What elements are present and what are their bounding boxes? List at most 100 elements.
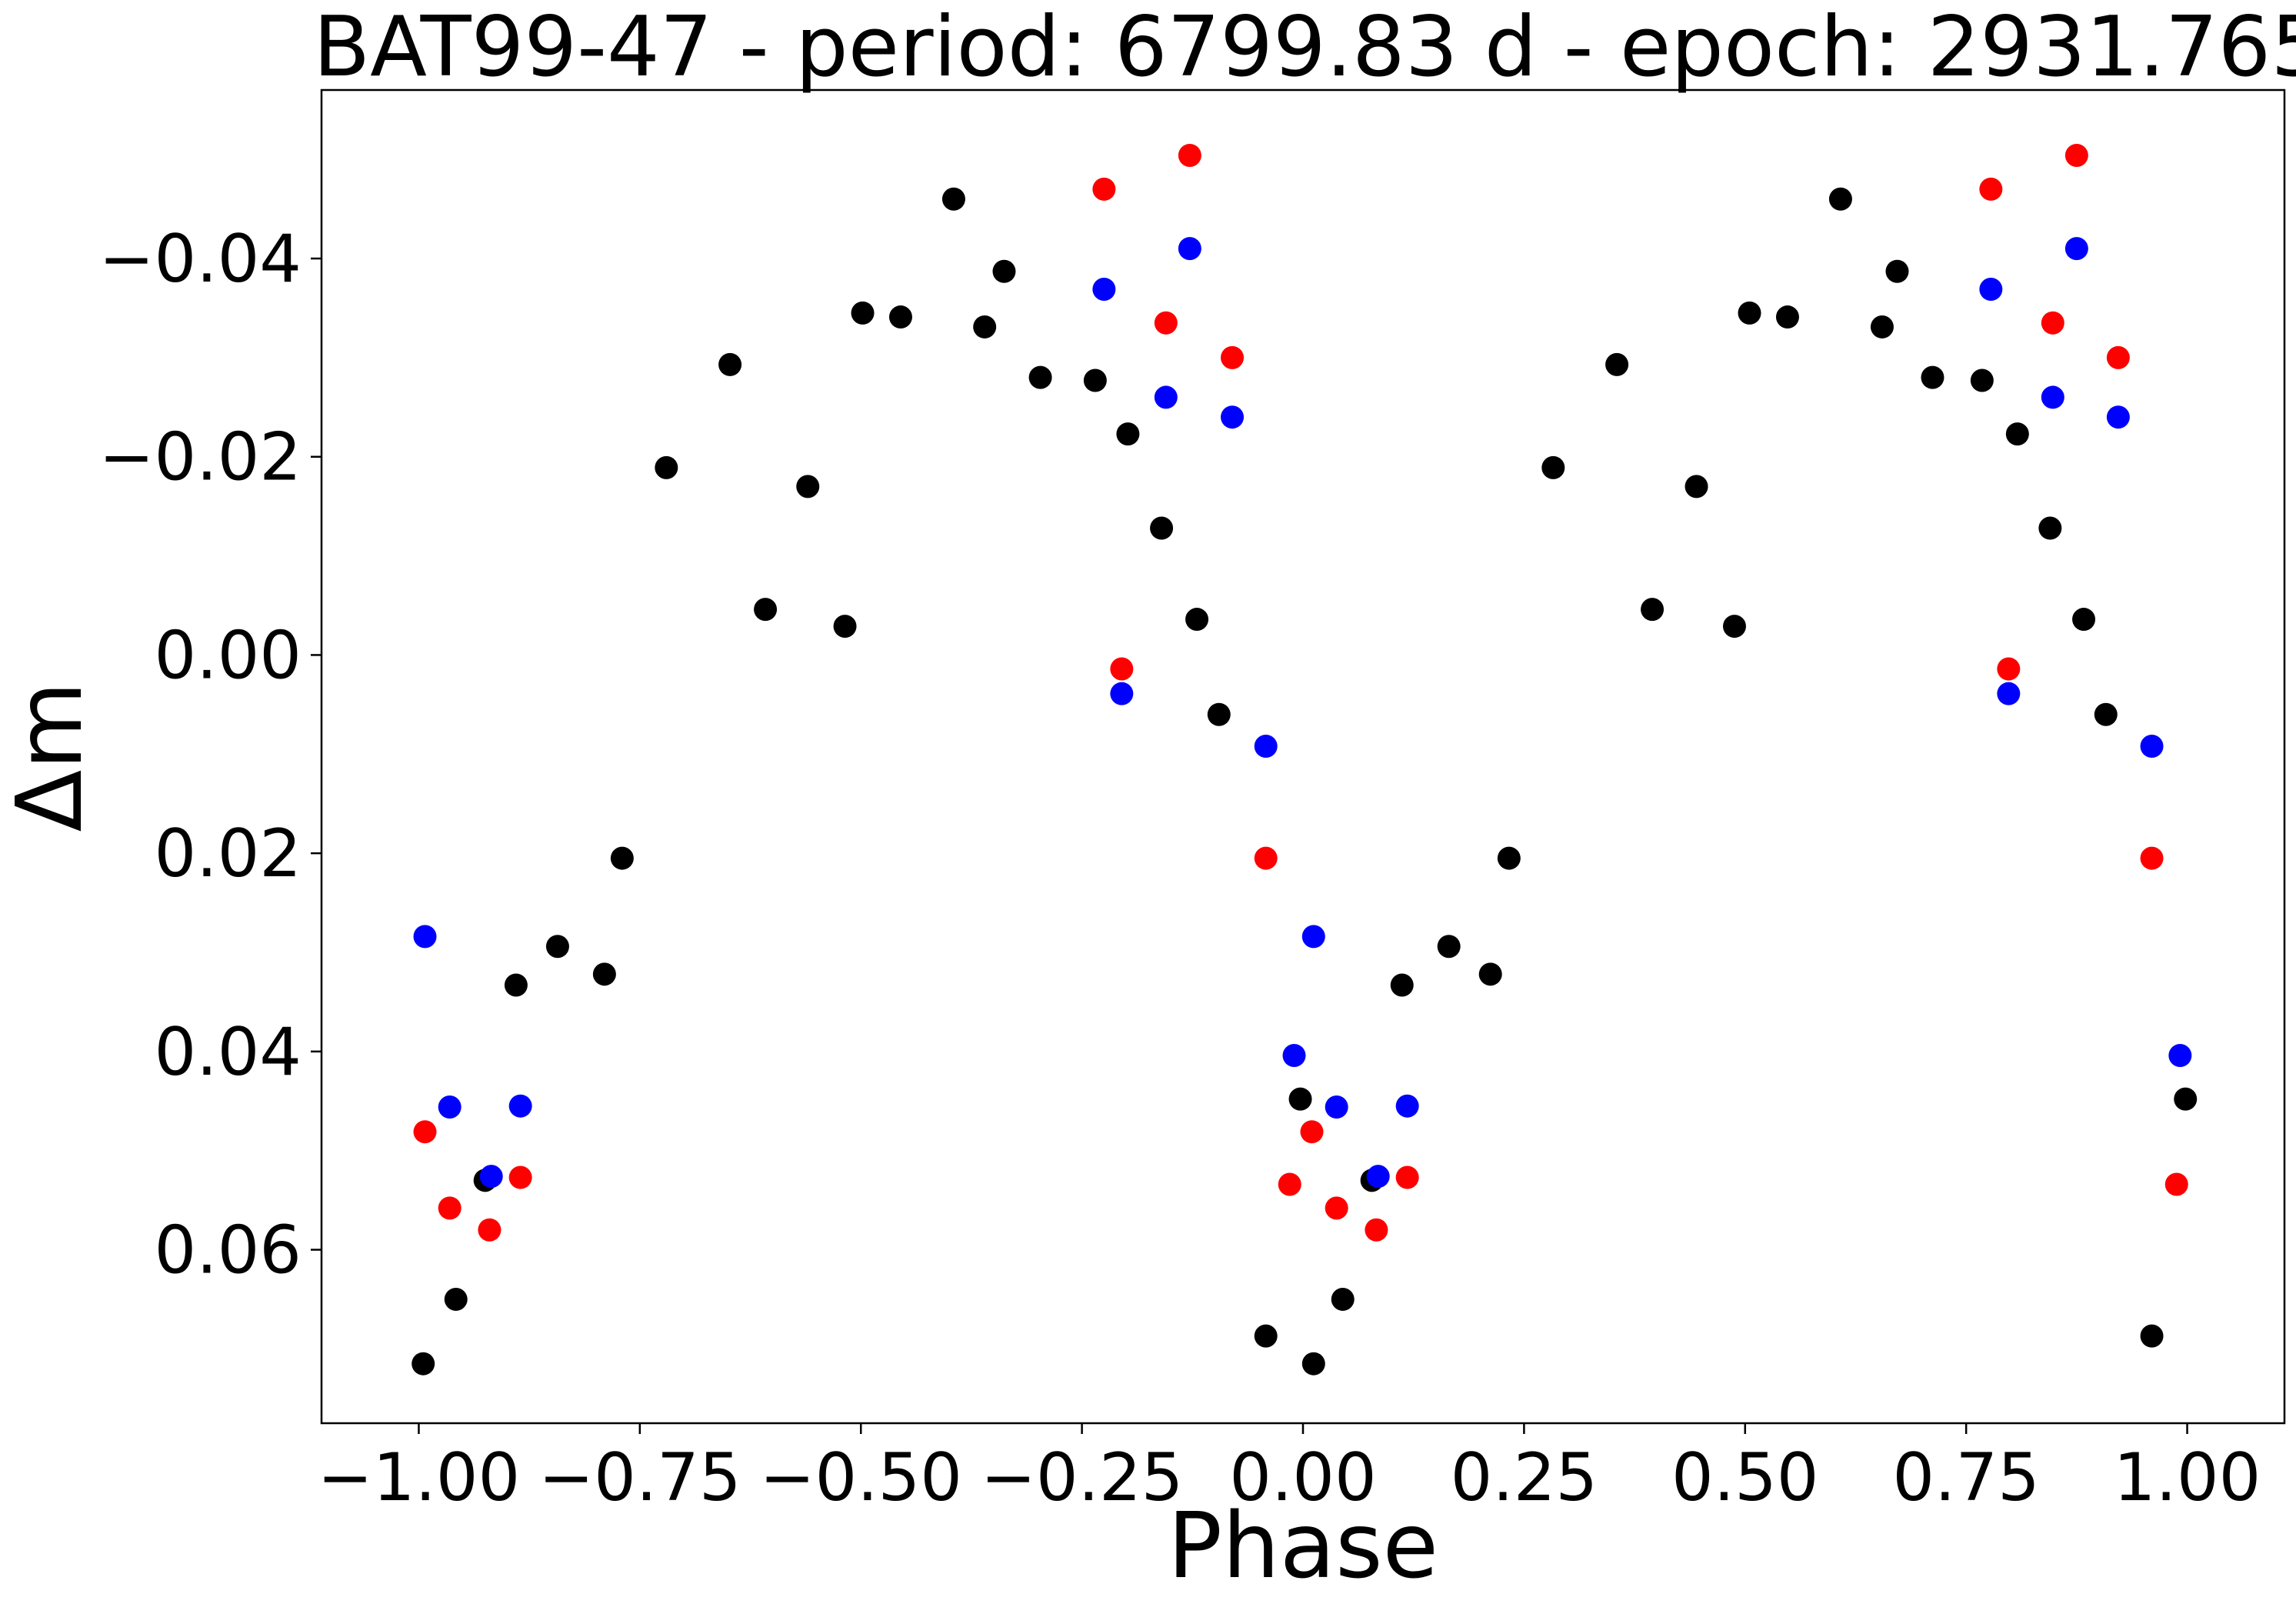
data-point <box>2140 734 2164 758</box>
data-point <box>1478 962 1502 986</box>
data-point <box>2094 702 2118 726</box>
data-point <box>754 598 778 622</box>
x-axis: −1.00 −0.75 −0.50 −0.25 0.00 0.25 0.50 0.75 1.00 <box>318 1423 2261 1516</box>
data-point <box>1092 177 1116 201</box>
data-point <box>1178 237 1201 261</box>
y-tick-label: 0.04 <box>155 1014 302 1091</box>
data-point <box>610 846 634 870</box>
data-point <box>1722 615 1746 639</box>
data-point <box>1541 455 1565 479</box>
data-point <box>2106 405 2130 429</box>
data-point <box>1685 475 1708 499</box>
data-point <box>2164 1172 2188 1196</box>
data-point <box>2174 1087 2198 1111</box>
data-point <box>888 305 912 329</box>
data-point <box>1437 935 1461 959</box>
y-tick-label: −0.02 <box>98 419 302 496</box>
data-point <box>1254 846 1278 870</box>
data-point <box>851 301 875 325</box>
data-points <box>412 144 2198 1376</box>
data-point <box>545 935 569 959</box>
y-tick-label: 0.02 <box>155 815 302 892</box>
data-point <box>1278 1172 1301 1196</box>
data-point <box>1366 1165 1390 1189</box>
data-point <box>1116 422 1140 446</box>
x-tick-label: 0.25 <box>1451 1439 1598 1516</box>
data-point <box>796 475 820 499</box>
x-tick-label: −1.00 <box>318 1439 521 1516</box>
data-point <box>1828 187 1852 211</box>
data-point <box>438 1196 462 1220</box>
data-point <box>1221 345 1245 369</box>
data-point <box>413 1120 437 1144</box>
x-tick-label: −0.50 <box>759 1439 962 1516</box>
data-point <box>1997 657 2021 681</box>
data-point <box>941 187 965 211</box>
y-axis-title: Δm <box>0 682 102 832</box>
data-point <box>1301 1352 1325 1376</box>
data-point <box>2038 516 2062 540</box>
y-tick-label: −0.04 <box>98 221 302 298</box>
data-point <box>1288 1087 1312 1111</box>
y-axis: −0.04 −0.02 0.00 0.02 0.04 0.06 <box>98 221 322 1289</box>
y-tick-label: 0.00 <box>155 617 302 694</box>
data-point <box>2041 311 2064 335</box>
data-point <box>973 315 997 338</box>
data-point <box>1185 608 1209 632</box>
data-point <box>833 615 857 639</box>
data-point <box>1325 1196 1348 1220</box>
x-tick-label: −0.25 <box>981 1439 1184 1516</box>
data-point <box>1979 177 2003 201</box>
data-point <box>2041 385 2064 409</box>
data-point <box>2106 345 2130 369</box>
x-tick-label: 0.75 <box>1892 1439 2039 1516</box>
data-point <box>1870 315 1894 338</box>
data-point <box>1605 352 1629 376</box>
data-point <box>413 925 437 949</box>
data-point <box>992 259 1016 283</box>
data-point <box>479 1165 503 1189</box>
data-point <box>1254 1324 1278 1348</box>
data-point <box>412 1352 435 1376</box>
data-point <box>444 1287 468 1311</box>
data-point <box>504 973 528 997</box>
data-point <box>1997 682 2021 705</box>
data-point <box>1110 682 1134 705</box>
data-point <box>508 1165 532 1189</box>
data-point <box>1154 385 1178 409</box>
data-point <box>1497 846 1521 870</box>
data-point <box>2140 846 2164 870</box>
data-point <box>1738 301 1761 325</box>
chart-title: BAT99-47 - period: 6799.83 d - epoch: 29… <box>313 0 2296 95</box>
data-point <box>655 455 678 479</box>
data-point <box>2168 1043 2192 1067</box>
data-point <box>718 352 742 376</box>
data-point <box>1154 311 1178 335</box>
data-point <box>2072 608 2096 632</box>
data-point <box>1395 1094 1419 1118</box>
x-tick-label: −0.75 <box>538 1439 741 1516</box>
data-point <box>1325 1095 1348 1119</box>
data-point <box>1365 1218 1388 1242</box>
data-point <box>1254 734 1278 758</box>
data-point <box>1028 365 1052 389</box>
data-point <box>1395 1165 1419 1189</box>
x-tick-label: 1.00 <box>2114 1439 2261 1516</box>
data-point <box>2005 422 2029 446</box>
data-point <box>1885 259 1909 283</box>
data-point <box>1641 598 1665 622</box>
data-point <box>1921 365 1944 389</box>
data-point <box>1282 1043 1306 1067</box>
data-point <box>592 962 616 986</box>
data-point <box>1178 144 1201 168</box>
data-point <box>1150 516 1174 540</box>
data-point <box>2064 237 2088 261</box>
data-point <box>1775 305 1799 329</box>
data-point <box>1970 368 1994 392</box>
data-point <box>1300 1120 1324 1144</box>
x-tick-label: 0.00 <box>1229 1439 1376 1516</box>
data-point <box>1301 925 1325 949</box>
data-point <box>1110 657 1134 681</box>
